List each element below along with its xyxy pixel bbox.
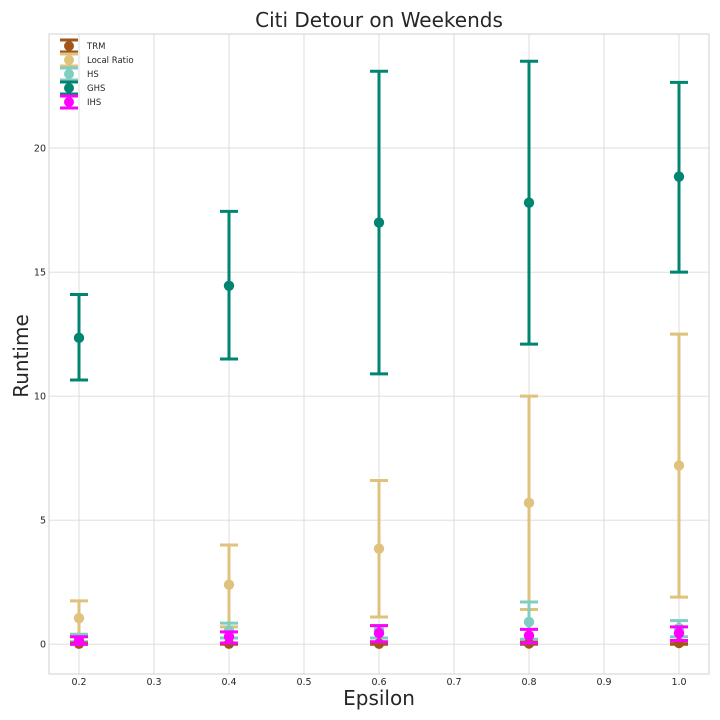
legend-marker xyxy=(64,41,74,51)
data-point xyxy=(673,171,685,182)
x-tick-label: 0.6 xyxy=(371,677,386,688)
legend-item: Local Ratio xyxy=(60,52,134,68)
series-ghs xyxy=(70,59,688,382)
legend-marker xyxy=(64,83,74,93)
y-tick-label: 5 xyxy=(40,516,46,527)
legend-marker xyxy=(64,55,74,65)
legend-item: IHS xyxy=(60,94,101,110)
x-tick-label: 1.0 xyxy=(671,677,686,688)
x-axis-label: Epsilon xyxy=(343,686,415,710)
data-point xyxy=(223,280,235,291)
data-point xyxy=(73,636,85,647)
data-point xyxy=(673,460,685,471)
tick-labels: 0.2 0.3 0.4 0.5 0.6 0.7 0.8 0.9 1.0 0 5 10 15 20 xyxy=(34,144,687,688)
x-tick-label: 0.2 xyxy=(71,677,86,688)
data-point xyxy=(223,579,235,590)
data-point xyxy=(73,332,85,344)
x-tick-label: 0.8 xyxy=(521,677,536,688)
y-tick-label: 10 xyxy=(34,392,46,403)
series-ihs xyxy=(70,624,688,647)
legend-item: HS xyxy=(60,66,99,82)
series-local-ratio xyxy=(70,332,688,639)
legend-label: IHS xyxy=(87,98,101,108)
x-tick-label: 0.5 xyxy=(296,677,311,688)
x-tick-label: 0.3 xyxy=(146,677,161,688)
legend-item: TRM xyxy=(60,38,105,54)
chart-title: Citi Detour on Weekends xyxy=(255,8,503,32)
legend-label: GHS xyxy=(87,84,105,94)
x-tick-label: 0.9 xyxy=(596,677,611,688)
legend-label: HS xyxy=(87,70,99,80)
y-tick-label: 20 xyxy=(34,144,46,155)
legend-label: Local Ratio xyxy=(87,56,134,66)
series-layer xyxy=(70,59,688,649)
y-axis-label: Runtime xyxy=(9,314,33,398)
data-point xyxy=(523,616,535,628)
data-point xyxy=(373,543,385,554)
data-point xyxy=(523,197,535,208)
legend-label: TRM xyxy=(86,42,105,52)
legend-item: GHS xyxy=(60,80,105,96)
x-tick-label: 0.7 xyxy=(446,677,461,688)
data-point xyxy=(223,631,235,642)
y-tick-label: 0 xyxy=(40,640,46,651)
legend: TRM Local Ratio HS GHS IHS xyxy=(60,38,134,110)
legend-marker xyxy=(64,69,74,79)
data-point xyxy=(373,627,385,639)
legend-marker xyxy=(64,97,74,107)
data-point xyxy=(673,627,685,639)
data-point xyxy=(523,630,535,641)
y-tick-label: 15 xyxy=(34,268,46,279)
data-point xyxy=(73,612,85,624)
x-tick-label: 0.4 xyxy=(221,677,236,688)
data-point xyxy=(523,497,535,509)
plot-frame xyxy=(48,33,710,675)
data-point xyxy=(373,217,385,228)
